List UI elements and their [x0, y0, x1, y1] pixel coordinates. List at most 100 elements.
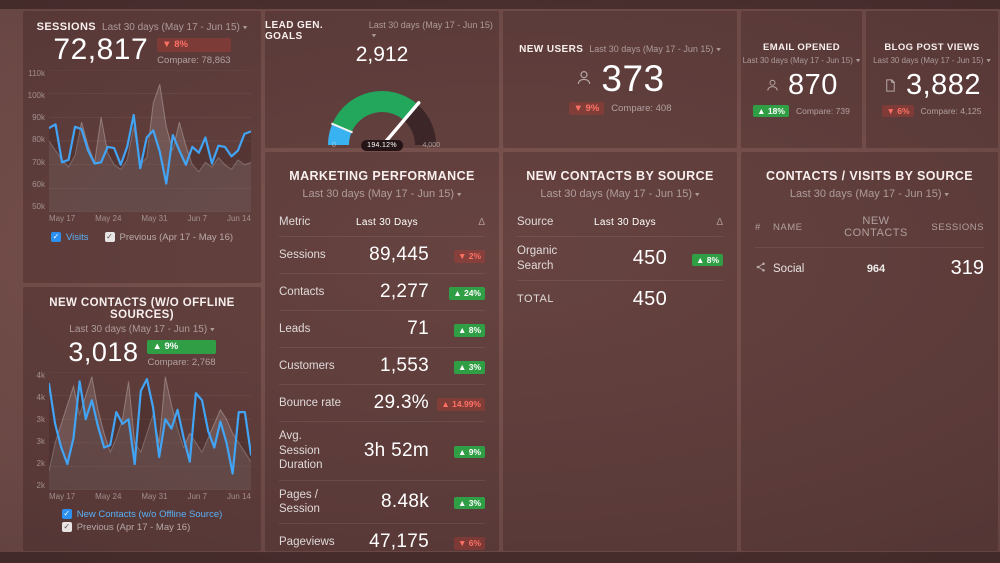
lead-gen-date-range-dropdown[interactable]: Last 30 days (May 17 - Jun 15)▾ [368, 20, 493, 40]
table-row: Leads 71 ▲ 8% [279, 310, 485, 347]
lead-gen-gauge: 0 4,000 194.12% [302, 69, 462, 153]
blog-views-delta-badge: ▼ 6% [882, 104, 914, 118]
new-contacts-panel: NEW CONTACTS (W/O OFFLINE SOURCES) Last … [23, 287, 261, 551]
blog-views-compare: Compare: 4,125 [920, 106, 982, 116]
new-users-date-range-dropdown[interactable]: Last 30 days (May 17 - Jun 15) ▾ [589, 43, 721, 54]
email-opened-date-range-dropdown[interactable]: Last 30 days (May 17 - Jun 15) ▾ [742, 55, 861, 65]
sessions-x-axis: May 17 May 24 May 31 Jun 7 Jun 14 [49, 213, 251, 223]
person-icon [578, 71, 591, 85]
chevron-down-icon: ▾ [371, 31, 377, 40]
contacts-visits-header: # NAME NEW CONTACTS SESSIONS [755, 215, 984, 239]
gauge-arc [328, 90, 436, 148]
gauge-max-label: 4,000 [422, 142, 440, 149]
table-row: Avg. Session Duration 3h 52m ▲ 9% [279, 421, 485, 479]
table-row: Pageviews 47,175 ▼ 6% [279, 523, 485, 560]
checkbox-checked-icon: ✓ [104, 232, 115, 242]
delta-badge: ▼ 2% [453, 250, 485, 263]
person-icon [767, 79, 778, 91]
checkbox-checked-icon: ✓ [61, 522, 72, 532]
email-opened-delta-badge: ▲ 18% [753, 104, 789, 118]
chevron-down-icon: ▾ [716, 44, 721, 53]
new-contacts-delta-badge: ▲ 9% [147, 340, 216, 354]
new-contacts-title: NEW CONTACTS (W/O OFFLINE SOURCES) [49, 297, 235, 321]
contacts-visits-date-range-dropdown[interactable]: Last 30 days (May 17 - Jun 15) ▾ [789, 188, 950, 200]
blog-post-views-panel: BLOG POST VIEWS Last 30 days (May 17 - J… [866, 11, 998, 148]
total-row: TOTAL 450 [517, 280, 723, 318]
contacts-visits-title: CONTACTS / VISITS BY SOURCE [766, 169, 973, 183]
delta-badge: ▲ 3% [453, 361, 485, 374]
chevron-down-icon: ▾ [855, 55, 861, 64]
new-contacts-compare: Compare: 2,768 [147, 356, 216, 368]
delta-badge: ▲ 24% [449, 287, 485, 300]
chevron-down-icon: ▾ [242, 23, 248, 32]
new-contacts-by-source-panel: NEW CONTACTS BY SOURCE Last 30 days (May… [503, 152, 737, 551]
legend-previous-checkbox[interactable]: ✓ Previous (Apr 17 - May 16) [104, 231, 234, 243]
legend-previous-checkbox[interactable]: ✓ Previous (Apr 17 - May 16) [61, 521, 191, 533]
chevron-down-icon: ▾ [944, 190, 950, 199]
contacts-by-source-title: NEW CONTACTS BY SOURCE [526, 169, 714, 183]
bottom-edge-band [0, 552, 1000, 563]
chevron-down-icon: ▾ [695, 190, 700, 199]
table-row: Pages / Session 8.48k ▲ 3% [279, 479, 485, 524]
table-row: Customers 1,553 ▲ 3% [279, 347, 485, 384]
delta-badge: ▲ 8% [453, 324, 485, 337]
delta-badge: ▲ 8% [691, 253, 723, 267]
marketing-table-header: Metric Last 30 Days Δ [279, 216, 485, 228]
sessions-line-chart [49, 69, 251, 212]
sessions-y-axis: 110k 100k 90k 80k 70k 60k 50k [27, 68, 45, 212]
delta-badge: ▲ 14.99% [437, 398, 485, 411]
marketing-performance-panel: MARKETING PERFORMANCE Last 30 days (May … [265, 152, 499, 552]
lead-gen-title: LEAD GEN. GOALS [265, 20, 324, 42]
contacts-by-source-header: Source Last 30 Days Δ [517, 216, 723, 228]
blog-views-date-range-dropdown[interactable]: Last 30 days (May 17 - Jun 15) ▾ [873, 55, 991, 65]
sessions-date-range-dropdown[interactable]: Last 30 days (May 17 - Jun 15) ▾ [102, 22, 248, 33]
sessions-title: SESSIONS [36, 21, 97, 33]
email-opened-value: 870 [788, 68, 838, 101]
legend-new-contacts-checkbox[interactable]: ✓ New Contacts (w/o Offline Source) [61, 508, 223, 520]
chevron-down-icon: ▾ [986, 55, 991, 64]
delta-badge: ▼ 6% [453, 537, 485, 550]
email-opened-panel: EMAIL OPENED Last 30 days (May 17 - Jun … [741, 11, 862, 148]
table-row: Bounce rate 29.3% ▲ 14.99% [279, 384, 485, 421]
social-share-icon [756, 261, 765, 272]
new-contacts-line-chart [49, 371, 251, 490]
gauge-min-label: 0 [332, 142, 336, 149]
sessions-delta-badge: ▼ 8% [157, 38, 231, 52]
lead-gen-goals-panel: LEAD GEN. GOALS Last 30 days (May 17 - J… [265, 11, 499, 151]
blog-views-title: BLOG POST VIEWS [884, 41, 980, 53]
checkbox-checked-icon: ✓ [50, 232, 61, 242]
new-contacts-date-range-dropdown[interactable]: Last 30 days (May 17 - Jun 15) ▾ [69, 324, 215, 335]
table-row: Contacts 2,277 ▲ 24% [279, 273, 485, 310]
email-opened-compare: Compare: 739 [795, 106, 850, 116]
table-row: Social 964 319 [755, 247, 984, 289]
email-opened-title: EMAIL OPENED [763, 41, 840, 53]
marketing-title: MARKETING PERFORMANCE [289, 169, 475, 183]
new-users-panel: NEW USERS Last 30 days (May 17 - Jun 15)… [503, 11, 737, 148]
blog-views-value: 3,882 [905, 68, 982, 101]
gauge-percent-label: 194.12% [361, 140, 403, 151]
document-icon [886, 79, 895, 92]
new-contacts-x-axis: May 17 May 24 May 31 Jun 7 Jun 14 [49, 491, 251, 501]
contacts-visits-by-source-panel: CONTACTS / VISITS BY SOURCE Last 30 days… [741, 152, 998, 551]
legend-visits-checkbox[interactable]: ✓ Visits [50, 231, 89, 243]
delta-badge: ▲ 3% [453, 496, 485, 510]
new-users-title: NEW USERS [519, 43, 584, 55]
new-contacts-y-axis: 4k 4k 3k 3k 2k 2k [36, 370, 45, 490]
chevron-down-icon: ▾ [457, 190, 462, 199]
lead-gen-value: 2,912 [355, 43, 409, 66]
chevron-down-icon: ▾ [210, 325, 215, 334]
sessions-panel: SESSIONS Last 30 days (May 17 - Jun 15) ▾… [23, 11, 261, 283]
new-users-delta-badge: ▼ 9% [568, 101, 605, 116]
new-contacts-value: 3,018 [68, 337, 139, 367]
marketing-date-range-dropdown[interactable]: Last 30 days (May 17 - Jun 15) ▾ [302, 188, 462, 200]
top-edge-band [0, 0, 1000, 9]
table-row: Organic Search 450 ▲ 8% [517, 236, 723, 280]
new-users-compare: Compare: 408 [611, 103, 672, 114]
checkbox-checked-icon: ✓ [61, 509, 72, 519]
sessions-value: 72,817 [53, 33, 149, 66]
sessions-compare: Compare: 78,863 [157, 54, 231, 66]
contacts-by-source-date-range-dropdown[interactable]: Last 30 days (May 17 - Jun 15) ▾ [540, 188, 700, 200]
delta-badge: ▲ 9% [453, 445, 485, 459]
new-users-value: 373 [601, 57, 665, 99]
